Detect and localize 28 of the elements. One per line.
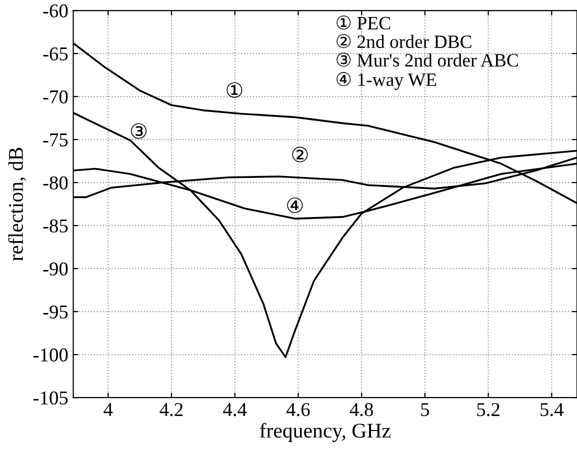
y-tick-label: -75 (43, 134, 68, 146)
x-tick-label: 4 (104, 403, 113, 416)
y-tick-label: -65 (43, 47, 68, 60)
y-tick-label: -70 (43, 90, 68, 104)
y-tick-label: -90 (43, 262, 68, 276)
y-tick-label: -95 (43, 305, 68, 319)
x-axis-title: frequency, GHz (260, 422, 390, 442)
y-tick-label: -85 (43, 219, 68, 232)
x-tick-label: 5.4 (540, 403, 564, 416)
x-tick-label: 5 (421, 403, 430, 416)
x-tick-label: 4.4 (223, 403, 247, 416)
x-tick-label: 4.6 (286, 403, 310, 416)
y-axis-title: reflection, dB (8, 148, 26, 261)
series-label: ③ (130, 123, 147, 139)
y-tick-label: -105 (34, 391, 68, 405)
y-tick-label: -80 (43, 176, 68, 190)
annotation: ① PEC (336, 15, 390, 30)
x-tick-label: 4.2 (160, 403, 183, 416)
x-tick-label: 4.8 (350, 403, 373, 416)
annotation: ③ Mur's 2nd order ABC (336, 52, 518, 67)
annotation: ② 2nd order DBC (336, 34, 472, 48)
annotation: ④ 1-way WE (336, 72, 436, 90)
y-tick-label: -100 (34, 348, 68, 362)
series-label: ④ (287, 197, 303, 214)
series-label: ② (292, 146, 308, 162)
y-tick-label: -60 (43, 4, 68, 18)
x-tick-label: 5.2 (477, 403, 500, 416)
series-label: ① (226, 82, 242, 98)
